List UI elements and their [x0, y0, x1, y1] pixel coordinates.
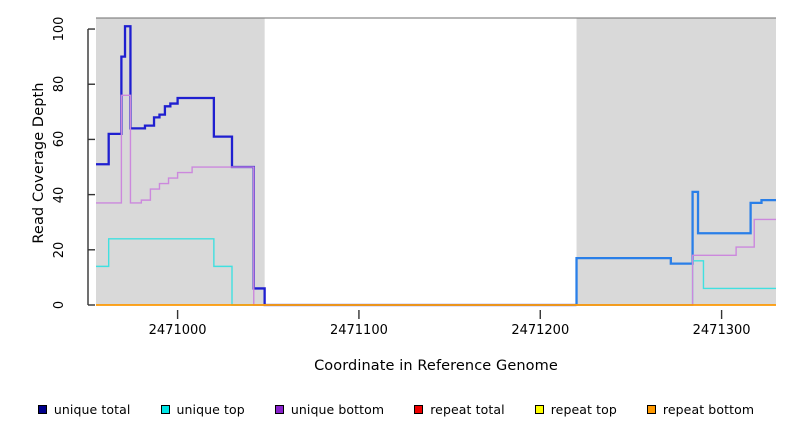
x-axis-title: Coordinate in Reference Genome — [314, 358, 558, 374]
legend-item-repeat-bottom: repeat bottom — [646, 401, 755, 417]
legend-swatch-icon — [534, 404, 544, 414]
series-unique-bottom — [96, 94, 776, 306]
legend-label: repeat top — [550, 401, 617, 417]
legend-swatch-icon — [274, 404, 284, 414]
y-tick-label-5: 100 — [52, 16, 67, 42]
legend-swatch-icon — [37, 404, 47, 414]
legend-label: repeat total — [430, 401, 505, 417]
legend-label: repeat bottom — [662, 401, 755, 417]
legend-swatch-icon — [414, 404, 424, 414]
chart-legend: unique total unique top unique bottom repea… — [0, 398, 792, 420]
legend-label: unique bottom — [290, 401, 385, 417]
legend-item-unique-top: unique top — [160, 401, 245, 417]
series-unique-total-right — [575, 190, 776, 305]
x-tick-label-0: 2471000 — [148, 323, 207, 338]
legend-label: unique top — [176, 401, 245, 417]
series-unique-top — [96, 238, 776, 306]
x-tick-label-2: 2471200 — [511, 323, 570, 338]
x-tick-label-1: 2471100 — [329, 323, 388, 338]
legend-item-repeat-total: repeat total — [414, 402, 505, 417]
y-tick-label-2: 40 — [52, 186, 67, 203]
legend-swatch-icon — [646, 404, 656, 414]
legend-item-repeat-top: repeat top — [534, 401, 617, 417]
legend-item-unique-bottom: unique bottom — [274, 401, 385, 417]
legend-swatch-icon — [160, 404, 170, 414]
legend-label: unique total — [53, 401, 131, 417]
y-tick-label-4: 80 — [52, 75, 67, 93]
shaded-region-1 — [576, 18, 776, 305]
x-tick-label-3: 2471300 — [692, 323, 751, 338]
y-tick-label-3: 60 — [52, 131, 67, 148]
y-tick-label-1: 20 — [52, 241, 67, 259]
legend-item-unique-total: unique total — [37, 401, 131, 417]
shaded-region-0 — [96, 18, 265, 305]
y-tick-label-0: 0 — [52, 300, 67, 310]
